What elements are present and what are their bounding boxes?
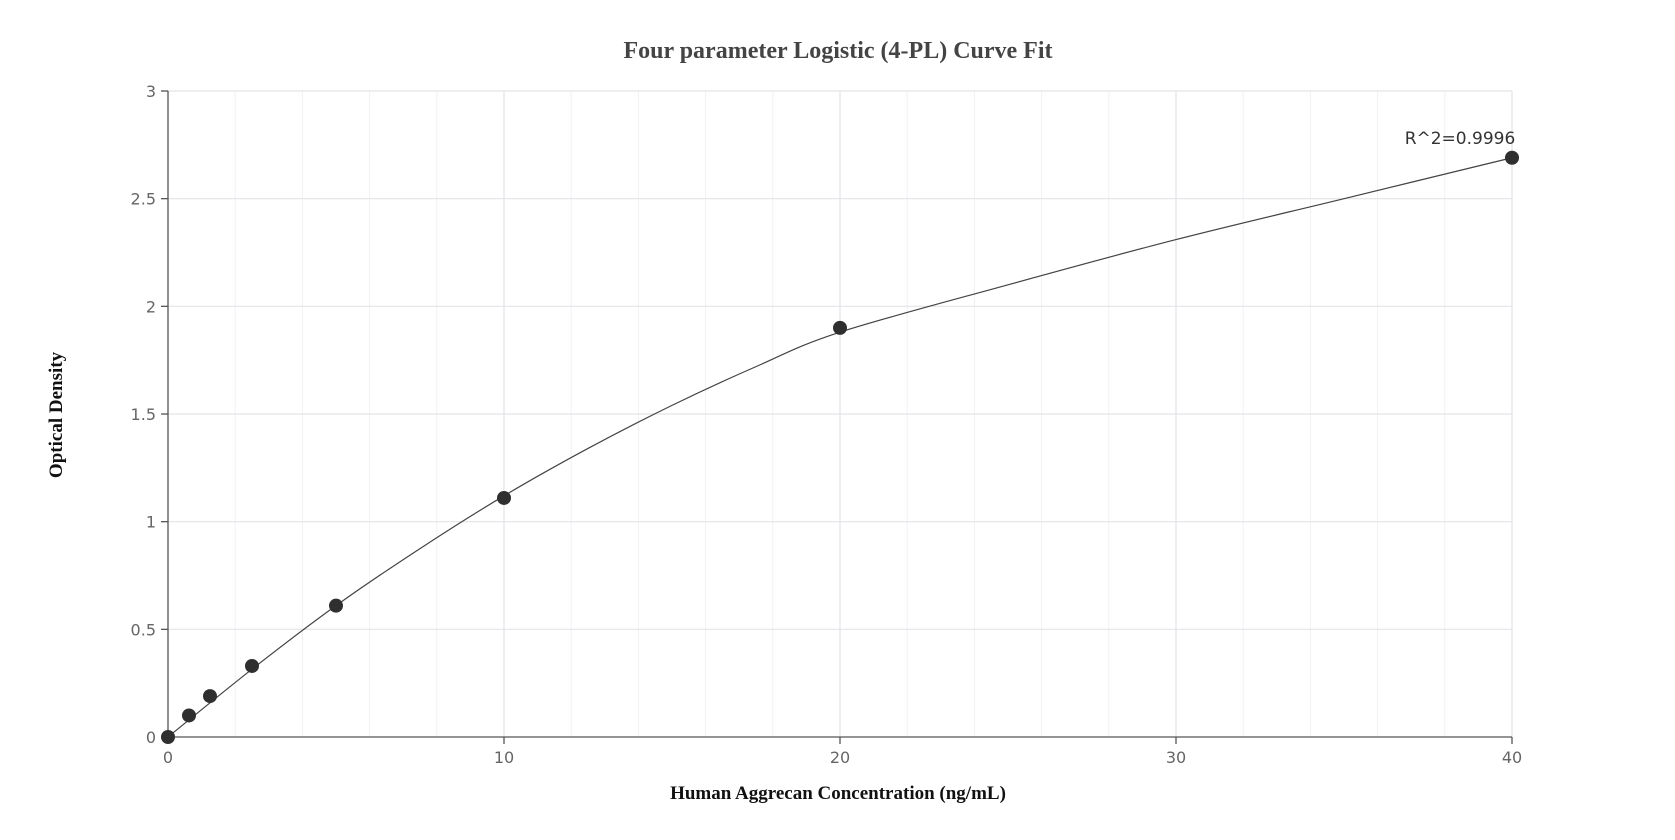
x-tick-label: 0 [163, 748, 173, 767]
data-point [497, 490, 511, 505]
chart-title: Four parameter Logistic (4-PL) Curve Fit [623, 38, 1052, 64]
x-tick-label: 10 [494, 748, 514, 767]
data-point [245, 658, 259, 673]
y-tick-label: 2 [146, 297, 156, 316]
chart-text: Four parameter Logistic (4-PL) Curve Fit… [46, 38, 1515, 804]
y-tick-label: 1.5 [131, 405, 156, 424]
x-tick-label: 40 [1502, 748, 1522, 767]
y-axis-title: Optical Density [46, 351, 67, 478]
y-tick-label: 2.5 [131, 190, 156, 209]
y-tick-label: 0.5 [131, 620, 156, 639]
data-point [329, 598, 343, 613]
data-point [161, 730, 175, 744]
data-point [182, 708, 196, 723]
y-tick-label: 3 [146, 82, 156, 101]
grid [168, 90, 1513, 737]
r-squared-label: R^2=0.9996 [1405, 129, 1516, 149]
data-point [1505, 150, 1519, 165]
y-tick-label: 0 [146, 728, 156, 747]
x-tick-label: 30 [1166, 748, 1186, 767]
x-axis-title: Human Aggrecan Concentration (ng/mL) [670, 783, 1006, 804]
x-tick-label: 20 [830, 748, 850, 767]
y-tick-label: 1 [146, 513, 156, 532]
data-points [161, 150, 1519, 744]
axes: 0 10 20 30 40 0 0.5 1 1.5 2 2.5 3 [131, 82, 1523, 767]
data-point [203, 689, 217, 704]
data-point [833, 320, 847, 335]
